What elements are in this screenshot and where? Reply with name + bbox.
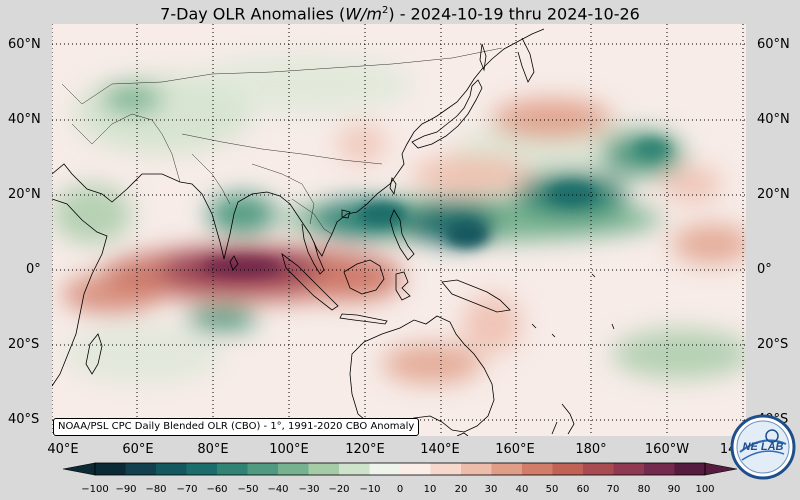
graticule [52, 24, 746, 436]
malay-peninsula [301, 223, 325, 275]
lon-label: 140°E [420, 442, 460, 457]
madagascar [85, 333, 103, 375]
lat-label-left: 20°S [8, 337, 40, 352]
lat-label-right: 0° [757, 262, 772, 277]
africa-coastline [52, 198, 108, 387]
colorbar-segment [400, 463, 431, 475]
lon-label: 40°E [47, 442, 79, 457]
colorbar-segment [552, 463, 584, 475]
japan [411, 79, 483, 149]
lat-label-left: 40°N [8, 112, 41, 127]
lon-label: 60°E [122, 442, 154, 457]
coastlines [52, 28, 615, 436]
colorbar-tick-label: −90 [115, 484, 137, 495]
logo-text: NE LAB [743, 441, 784, 453]
colorbar-tick-label: 20 [454, 484, 468, 495]
colorbar-tick-label: 0 [396, 484, 404, 495]
hainan [341, 209, 351, 219]
colorbar-tick-label: −60 [206, 484, 228, 495]
lat-label-right: 40°N [757, 112, 790, 127]
colorbar [63, 462, 737, 476]
colorbar-tick-label: −80 [145, 484, 167, 495]
lon-label: 120°E [345, 442, 385, 457]
asia-coastline [52, 28, 545, 260]
colorbar-segment [95, 463, 126, 475]
philippines [389, 209, 415, 261]
colorbar-tick-label: −30 [298, 484, 320, 495]
colorbar-segment [613, 463, 645, 475]
colorbar-tick-label: 100 [695, 484, 715, 495]
lat-label-left: 0° [26, 262, 41, 277]
colorbar-tick-label: 80 [637, 484, 651, 495]
colorbar-tick-label: −40 [267, 484, 289, 495]
sumatra [281, 252, 339, 311]
colorbar-segment [430, 463, 462, 475]
colorbar-tick-label: −50 [237, 484, 259, 495]
colorbar-tick-label: −70 [176, 484, 198, 495]
colorbar-segment [583, 463, 614, 475]
olr-anomaly-map [52, 24, 746, 436]
colorbar-segment [491, 463, 523, 475]
colorbar-segment [674, 463, 706, 475]
colorbar-segment [461, 463, 492, 475]
taiwan [389, 176, 397, 196]
kamchatka [517, 37, 535, 83]
lon-label: 160°W [644, 442, 690, 457]
colorbar-tick-label: −10 [359, 484, 381, 495]
java [339, 313, 388, 325]
colorbar-segment [186, 463, 218, 475]
lat-label-right: 20°S [757, 337, 789, 352]
colorbar-segment [278, 463, 309, 475]
colorbar-segment [644, 463, 675, 475]
colorbar-tick-label: 40 [515, 484, 529, 495]
borneo [343, 259, 385, 295]
new-zealand [551, 403, 575, 435]
colorbar-tick-label: 50 [545, 484, 559, 495]
colorbar-tick-label: 90 [667, 484, 681, 495]
colorbar-segment [156, 463, 187, 475]
data-credit: NOAA/PSL CPC Daily Blended OLR (CBO) - 1… [53, 418, 420, 436]
pacific-islands [531, 273, 615, 338]
colorbar-segment [339, 463, 370, 475]
colorbar-tick-label: 70 [606, 484, 620, 495]
colorbar-outline [94, 462, 706, 476]
lat-label-left: 20°N [8, 187, 41, 202]
colorbar-segment [369, 463, 401, 475]
sri-lanka [229, 255, 239, 271]
colorbar-segment [522, 463, 553, 475]
lon-label: 100°E [269, 442, 309, 457]
colorbar-tick-label: 10 [423, 484, 437, 495]
colorbar-tick-label: −100 [81, 484, 109, 495]
lat-label-left: 60°N [8, 37, 41, 52]
sulawesi [395, 271, 411, 301]
lat-label-right: 20°N [757, 187, 790, 202]
colorbar-extend-min [63, 462, 96, 476]
anomaly-cores [202, 139, 670, 277]
colorbar-tick-label: 60 [576, 484, 590, 495]
colorbar-segment [217, 463, 248, 475]
lon-label: 180° [575, 442, 607, 457]
map-title: 7-Day OLR Anomalies (W/m2) - 2024-10-19 … [160, 4, 640, 24]
lon-label: 80°E [197, 442, 229, 457]
lat-label-right: 60°N [757, 37, 790, 52]
sakhalin [479, 43, 487, 72]
colorbar-tick-label: −20 [328, 484, 350, 495]
colorbar-segment [308, 463, 340, 475]
psl-lab-logo: NE LAB [730, 414, 796, 480]
colorbar-segment [125, 463, 157, 475]
lat-label-left: 40°S [8, 412, 40, 427]
lon-label: 160°E [495, 442, 535, 457]
colorbar-tick-label: 30 [484, 484, 498, 495]
colorbar-segment [247, 463, 279, 475]
new-guinea [441, 279, 511, 313]
tasmania [456, 432, 469, 436]
